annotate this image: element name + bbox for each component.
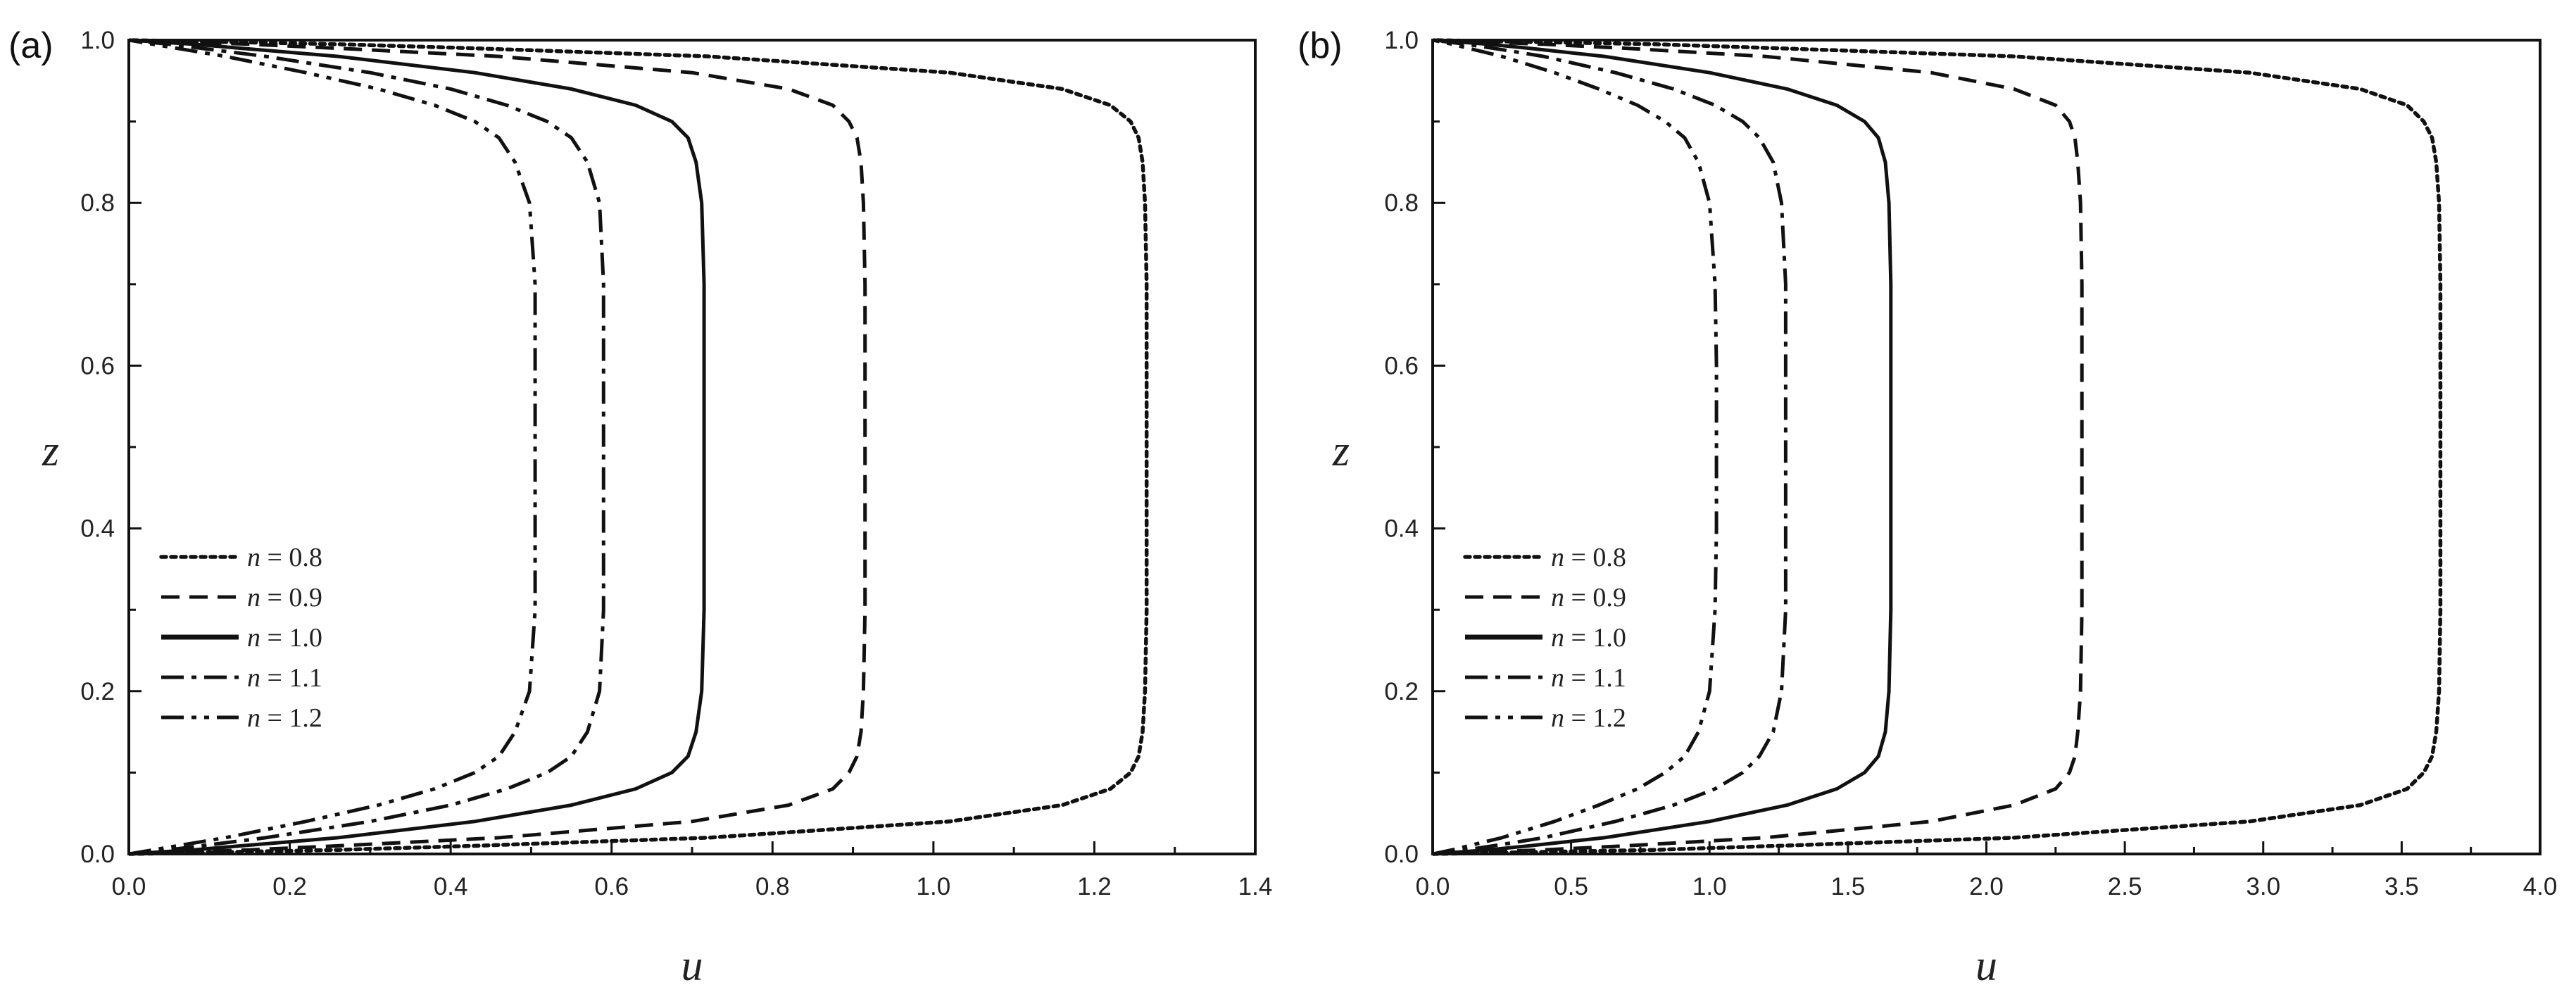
x-tick-label: 0.6 (594, 873, 629, 900)
legend-label: n = 0.9 (1551, 583, 1626, 612)
series-group (1433, 38, 2443, 856)
legend: n = 0.8 n = 0.9 n = 1.0 n = 1.1 n = 1.2 (1463, 543, 1626, 733)
y-tick-label: 0.0 (1384, 841, 1419, 868)
y-tick-label: 0.2 (80, 678, 115, 705)
y-tick-label: 0.6 (1384, 352, 1419, 379)
series-line-1-2 (129, 38, 537, 856)
x-tick-label: 0.4 (434, 873, 468, 900)
legend-label: n = 1.1 (1551, 663, 1626, 693)
series-line-1-0 (129, 38, 706, 856)
x-tick-label: 1.5 (1831, 873, 1866, 900)
x-tick-label: 0.2 (272, 873, 307, 900)
legend-label: n = 1.0 (247, 623, 322, 653)
x-tick-label: 0.5 (1554, 873, 1588, 900)
x-tick-label: 2.5 (2108, 873, 2142, 900)
x-tick-label: 1.4 (1238, 873, 1273, 900)
series-line-1-1 (129, 38, 605, 856)
series-line-0-8 (1433, 38, 2443, 856)
x-tick-label: 0.0 (112, 873, 146, 900)
series-line-0-8 (129, 38, 1149, 856)
panel-label: (b) (1298, 25, 1343, 66)
legend-label: n = 0.9 (247, 583, 322, 612)
y-axis-title: z (42, 427, 59, 475)
legend: n = 0.8 n = 0.9 n = 1.0 n = 1.1 n = 1.2 (159, 543, 322, 733)
series-line-1-1 (1433, 38, 1788, 856)
panel-b: 0.0 0.5 1.0 1.5 2.0 2.5 3.0 3.5 4.0 0.0 0.2 0.4 0.6 0… (1298, 25, 2557, 990)
legend-label: n = 0.8 (1551, 543, 1626, 572)
legend-label: n = 1.2 (1551, 703, 1626, 733)
x-tick-label: 3.0 (2246, 873, 2280, 900)
series-line-0-9 (129, 38, 867, 856)
y-tick-label: 0.2 (1384, 678, 1419, 705)
x-tick-label: 0.8 (755, 873, 790, 900)
series-group (129, 38, 1149, 856)
series-line-1-0 (1433, 38, 1893, 856)
legend-label: n = 0.8 (247, 543, 322, 572)
y-tick-label: 0.8 (1384, 189, 1419, 217)
y-tick-label: 0.0 (80, 841, 115, 868)
x-axis-title: u (681, 942, 703, 990)
x-tick-label: 1.0 (1692, 873, 1727, 900)
y-tick-label: 1.0 (1384, 27, 1419, 54)
y-tick-label: 0.8 (80, 189, 115, 217)
legend-label: n = 1.2 (247, 703, 322, 733)
x-tick-label: 2.0 (1969, 873, 2004, 900)
series-line-1-2 (1433, 38, 1719, 856)
x-tick-label: 1.0 (917, 873, 951, 900)
x-tick-label: 1.2 (1077, 873, 1112, 900)
y-tick-label: 1.0 (80, 27, 115, 54)
x-tick-label: 3.5 (2385, 873, 2419, 900)
y-tick-label: 0.4 (1384, 515, 1419, 543)
x-tick-label: 0.0 (1416, 873, 1450, 900)
x-axis-title: u (1975, 942, 1997, 990)
legend-label: n = 1.0 (1551, 623, 1626, 653)
y-tick-label: 0.4 (80, 515, 115, 543)
series-line-0-9 (1433, 38, 2084, 856)
y-axis-title: z (1332, 427, 1350, 475)
x-tick-label: 4.0 (2523, 873, 2558, 900)
panel-label: (a) (8, 25, 54, 66)
legend-label: n = 1.1 (247, 663, 322, 693)
panel-a: 0.0 0.2 0.4 0.6 0.8 1.0 1.2 1.4 0.0 0.2 0.4 0.6 0.8 1… (8, 25, 1272, 990)
y-tick-label: 0.6 (80, 352, 115, 379)
